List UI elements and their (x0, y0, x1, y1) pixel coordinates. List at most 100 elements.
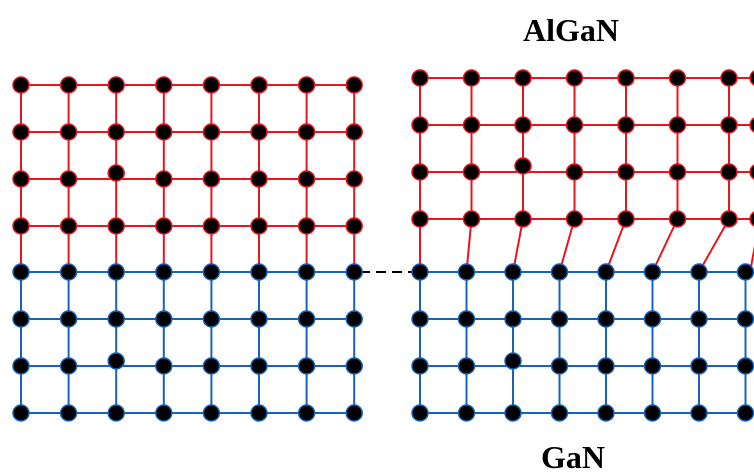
right-algan-atom (565, 116, 584, 134)
left-gan-atom (345, 310, 363, 328)
right-gan-atom (411, 357, 429, 375)
right-gan-atom (736, 357, 754, 375)
right-gan-atom (690, 263, 708, 281)
right-algan-atom (668, 210, 687, 228)
right-gan-atom (736, 263, 754, 281)
left-algan-atom (12, 76, 30, 94)
left-gan-atom (59, 404, 78, 422)
left-algan-atom (297, 217, 316, 235)
right-interface-bond (558, 218, 576, 273)
left-gan-atom (12, 310, 30, 328)
right-algan-atom (720, 210, 738, 228)
right-interface-bond (651, 218, 679, 273)
left-gan-atom (250, 357, 268, 375)
left-gan-atom (250, 310, 268, 328)
right-algan-atom (565, 69, 584, 87)
left-algan-atom (297, 170, 316, 188)
right-gan-atom (597, 263, 615, 281)
left-gan-atom (155, 404, 173, 422)
left-gan-atom (155, 263, 173, 281)
right-algan-atom (411, 210, 429, 228)
left-gan-atom (202, 310, 221, 328)
left-algan-atom (202, 217, 221, 235)
right-gan-atom (550, 404, 569, 422)
left-algan-atom (250, 170, 268, 188)
left-algan-atom (345, 170, 363, 188)
left-algan-atom (59, 217, 78, 235)
right-gan-atom (643, 404, 662, 422)
right-algan-atom (749, 211, 754, 227)
left-gan-atom (202, 263, 221, 281)
left-algan-atom (345, 217, 363, 235)
right-gan-atom (411, 263, 429, 281)
right-gan-atom (736, 404, 754, 422)
right-algan-atom (668, 69, 687, 87)
right-gan-atom (457, 263, 476, 281)
left-algan-atom (345, 76, 363, 94)
left-algan-atom (12, 170, 30, 188)
right-gan-atom (550, 357, 569, 375)
left-gan-atom (155, 357, 173, 375)
left-algan-atom (107, 123, 125, 141)
right-algan-atom (720, 163, 738, 181)
left-gan-atom (297, 404, 316, 422)
left-gan-atom (250, 263, 268, 281)
left-algan-atom (250, 76, 268, 94)
left-gan-atom (297, 357, 316, 375)
right-gan-atom (690, 357, 708, 375)
gan-label: GaN (541, 439, 605, 475)
right-gan-atom (736, 310, 754, 328)
right-gan-atom (411, 404, 429, 422)
left-algan-atom (59, 76, 78, 94)
right-algan-atom (668, 116, 687, 134)
left-algan-atom (202, 170, 221, 188)
left-algan-atom (107, 76, 125, 94)
left-algan-atom (12, 217, 30, 235)
left-gan-atom (297, 263, 316, 281)
left-gan-atom (297, 310, 316, 328)
right-gan-atom (411, 310, 429, 328)
right-algan-atom (617, 69, 635, 87)
right-gan-atom (457, 357, 476, 375)
right-algan-atom (514, 157, 532, 175)
bond-layer (20, 77, 754, 414)
right-algan-atom (411, 116, 429, 134)
right-algan-atom (514, 210, 532, 228)
left-gan-atom (250, 404, 268, 422)
left-algan-atom (107, 164, 125, 182)
right-gan-atom (504, 352, 522, 370)
left-algan-atom (297, 76, 316, 94)
right-algan-atom (617, 163, 635, 181)
algan-label: AlGaN (523, 12, 619, 48)
left-algan-atom (155, 123, 173, 141)
right-algan-atom (749, 117, 754, 133)
left-gan-atom (345, 357, 363, 375)
right-gan-atom (597, 404, 615, 422)
right-algan-atom (462, 210, 481, 228)
right-algan-atom (411, 69, 429, 87)
left-algan-atom (12, 123, 30, 141)
right-gan-atom (504, 310, 522, 328)
left-algan-atom (155, 170, 173, 188)
right-algan-atom (514, 69, 532, 87)
left-gan-atom (107, 352, 125, 370)
right-gan-atom (457, 404, 476, 422)
right-algan-atom (617, 210, 635, 228)
right-interface-bond (605, 218, 627, 273)
left-algan-atom (202, 76, 221, 94)
left-algan-atom (155, 76, 173, 94)
left-gan-atom (12, 263, 30, 281)
left-gan-atom (107, 404, 125, 422)
right-algan-atom (749, 70, 754, 86)
left-algan-atom (250, 123, 268, 141)
right-gan-atom (643, 310, 662, 328)
right-gan-atom (597, 357, 615, 375)
left-algan-atom (345, 123, 363, 141)
right-algan-atom (565, 163, 584, 181)
right-algan-atom (720, 69, 738, 87)
left-algan-atom (107, 217, 125, 235)
left-gan-atom (202, 404, 221, 422)
right-gan-atom (597, 310, 615, 328)
right-interface-bond (512, 218, 524, 273)
